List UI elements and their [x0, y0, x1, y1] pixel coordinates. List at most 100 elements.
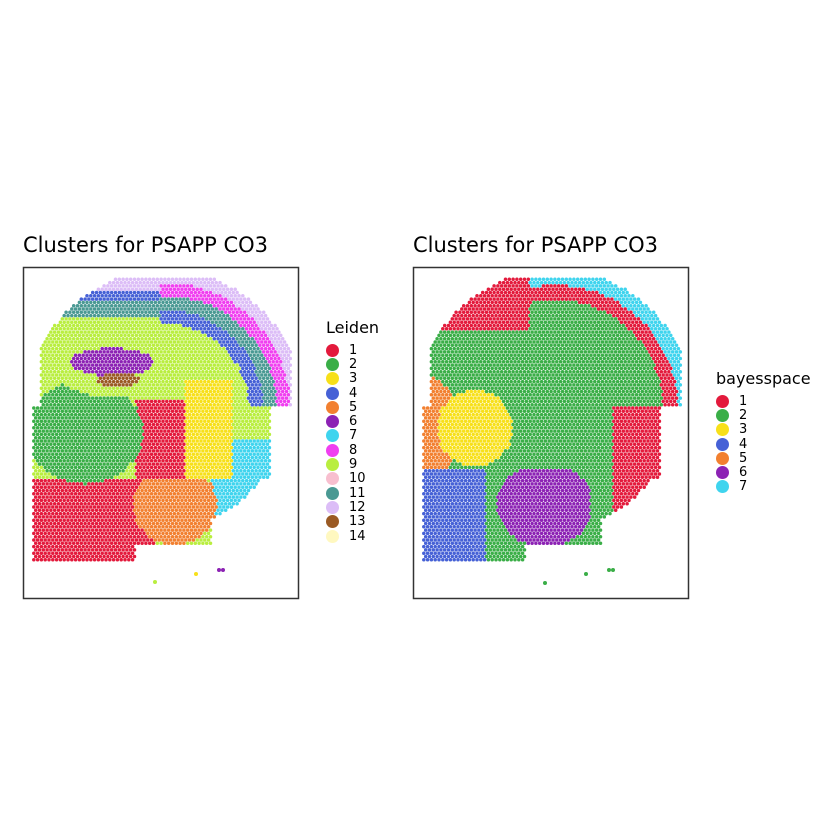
spot: [33, 554, 38, 559]
spot: [81, 399, 85, 404]
spot: [237, 320, 241, 324]
spot: [204, 369, 209, 374]
spot: [54, 511, 59, 516]
spot: [102, 462, 106, 466]
spot: [66, 551, 70, 555]
spot: [43, 412, 47, 417]
spot: [203, 439, 207, 443]
spot: [153, 478, 158, 483]
spot: [161, 340, 165, 344]
spot: [149, 393, 154, 397]
spot: [123, 432, 127, 437]
spot: [225, 366, 230, 371]
spot: [128, 383, 133, 387]
spot: [94, 310, 99, 315]
spot: [77, 426, 82, 430]
spot: [109, 363, 114, 367]
spot: [199, 340, 203, 344]
spot: [225, 419, 230, 423]
spot: [269, 350, 274, 354]
spot: [189, 310, 194, 315]
spot: [73, 346, 78, 351]
spot: [223, 442, 228, 447]
spot: [216, 416, 220, 420]
spot: [130, 287, 135, 291]
spot: [109, 422, 114, 427]
spot: [134, 478, 139, 483]
spot: [85, 525, 89, 529]
spot: [201, 488, 205, 493]
spot: [47, 465, 51, 470]
spot: [81, 531, 85, 536]
spot: [136, 442, 141, 447]
spot: [68, 541, 72, 546]
spot: [193, 277, 198, 282]
spot: [191, 478, 196, 483]
spot: [81, 300, 85, 305]
spot: [505, 280, 510, 285]
spot: [83, 402, 87, 407]
spot: [121, 416, 125, 420]
spot: [163, 297, 167, 301]
spot: [138, 320, 142, 324]
spot: [83, 383, 87, 387]
spot: [73, 373, 78, 377]
spot: [71, 429, 76, 433]
spot: [81, 320, 85, 324]
spot: [191, 406, 196, 410]
spot: [208, 396, 213, 400]
spot: [189, 297, 194, 301]
spot: [151, 455, 156, 460]
spot: [185, 475, 190, 480]
spot: [168, 373, 173, 377]
spot: [117, 336, 122, 341]
spot: [189, 462, 194, 466]
spot: [142, 492, 146, 496]
spot: [66, 498, 70, 503]
spot: [43, 525, 47, 529]
spot: [161, 300, 165, 305]
spot: [32, 426, 36, 430]
spot: [195, 498, 199, 503]
spot: [127, 551, 131, 555]
spot: [130, 439, 135, 443]
spot: [108, 472, 112, 476]
spot: [288, 383, 293, 387]
spot: [157, 393, 161, 397]
spot: [585, 294, 589, 298]
spot: [241, 373, 245, 377]
spot: [70, 551, 74, 555]
spot: [189, 323, 194, 328]
spot: [524, 287, 529, 291]
spot: [75, 396, 80, 400]
spot: [89, 492, 93, 496]
spot: [43, 373, 47, 377]
spot: [58, 419, 63, 423]
spot: [94, 363, 99, 367]
spot: [246, 462, 251, 466]
spot: [96, 412, 101, 417]
spot: [136, 297, 141, 301]
spot: [115, 439, 120, 443]
spot: [275, 340, 279, 344]
spot: [83, 534, 87, 539]
spot: [142, 485, 146, 489]
spot: [146, 406, 150, 410]
spot: [180, 525, 184, 529]
spot: [258, 396, 262, 400]
spot: [174, 488, 179, 493]
spot: [92, 551, 97, 555]
spot: [195, 426, 199, 430]
spot: [151, 323, 156, 328]
spot: [35, 544, 40, 549]
spot: [260, 432, 264, 437]
spot: [130, 360, 135, 364]
spot: [261, 317, 266, 321]
spot: [231, 297, 236, 301]
spot: [100, 412, 104, 417]
spot: [85, 346, 89, 351]
spot: [92, 485, 97, 489]
spot: [146, 505, 150, 509]
spot: [125, 455, 129, 460]
spot: [223, 389, 228, 394]
